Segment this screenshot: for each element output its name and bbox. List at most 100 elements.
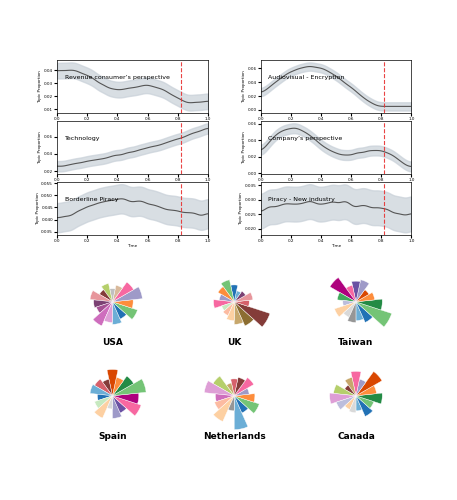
Wedge shape: [97, 394, 112, 400]
Text: Spain: Spain: [98, 432, 127, 440]
X-axis label: Time: Time: [331, 184, 341, 188]
Wedge shape: [100, 290, 112, 302]
Wedge shape: [204, 381, 234, 396]
Text: Taiwan: Taiwan: [338, 338, 374, 346]
Wedge shape: [356, 396, 362, 411]
Wedge shape: [356, 386, 377, 396]
Wedge shape: [95, 396, 112, 408]
Wedge shape: [231, 379, 238, 396]
Wedge shape: [234, 302, 244, 324]
Wedge shape: [356, 379, 366, 396]
Wedge shape: [234, 291, 241, 302]
Text: USA: USA: [102, 338, 123, 346]
Wedge shape: [213, 396, 234, 421]
Wedge shape: [234, 292, 253, 302]
Wedge shape: [329, 393, 356, 404]
Wedge shape: [215, 394, 234, 402]
Wedge shape: [356, 299, 382, 310]
Wedge shape: [221, 280, 234, 302]
Wedge shape: [94, 396, 112, 418]
Wedge shape: [234, 394, 255, 402]
Wedge shape: [95, 379, 112, 396]
Wedge shape: [112, 378, 123, 396]
Wedge shape: [90, 384, 112, 396]
Wedge shape: [356, 302, 364, 320]
Wedge shape: [231, 285, 238, 302]
Wedge shape: [112, 376, 133, 396]
Text: Revenue consumer’s perspective: Revenue consumer’s perspective: [64, 75, 170, 80]
Wedge shape: [356, 280, 369, 302]
Wedge shape: [234, 388, 249, 396]
Wedge shape: [112, 302, 138, 320]
Wedge shape: [345, 396, 356, 409]
Text: Netherlands: Netherlands: [203, 432, 266, 440]
X-axis label: Time: Time: [128, 184, 138, 188]
Wedge shape: [345, 378, 356, 396]
Wedge shape: [112, 396, 141, 416]
X-axis label: Time: Time: [128, 244, 138, 248]
Wedge shape: [227, 302, 234, 320]
Wedge shape: [112, 287, 143, 302]
Wedge shape: [334, 384, 356, 396]
Text: Technology: Technology: [64, 136, 100, 140]
Wedge shape: [351, 372, 361, 396]
Wedge shape: [356, 302, 392, 327]
Wedge shape: [90, 290, 112, 302]
Y-axis label: Topic Proportion: Topic Proportion: [242, 131, 246, 164]
Y-axis label: Topic Proportion: Topic Proportion: [36, 192, 40, 224]
Wedge shape: [356, 372, 382, 396]
Wedge shape: [93, 302, 112, 326]
Wedge shape: [234, 378, 254, 396]
X-axis label: Time: Time: [128, 122, 138, 126]
Wedge shape: [112, 396, 122, 418]
Wedge shape: [234, 396, 248, 430]
Text: Company’s perspective: Company’s perspective: [268, 136, 342, 140]
Wedge shape: [346, 286, 356, 302]
Wedge shape: [348, 302, 356, 322]
Wedge shape: [234, 302, 270, 327]
Wedge shape: [219, 294, 234, 302]
Wedge shape: [228, 396, 234, 411]
Text: UK: UK: [227, 338, 241, 346]
Wedge shape: [112, 396, 127, 413]
Y-axis label: Topic Proportion: Topic Proportion: [38, 131, 43, 164]
Wedge shape: [356, 292, 375, 302]
Wedge shape: [112, 302, 122, 324]
Wedge shape: [343, 302, 356, 318]
Wedge shape: [218, 286, 234, 302]
Wedge shape: [112, 282, 133, 302]
Wedge shape: [112, 286, 122, 302]
Wedge shape: [101, 284, 112, 302]
Wedge shape: [112, 300, 133, 308]
Wedge shape: [227, 383, 234, 396]
Wedge shape: [337, 292, 356, 302]
Wedge shape: [336, 396, 356, 409]
Wedge shape: [222, 302, 234, 310]
Wedge shape: [234, 396, 248, 413]
Wedge shape: [112, 302, 127, 319]
Wedge shape: [94, 300, 112, 308]
Wedge shape: [234, 300, 249, 306]
Wedge shape: [356, 396, 373, 416]
Wedge shape: [112, 393, 139, 404]
Wedge shape: [234, 396, 259, 413]
Wedge shape: [234, 302, 254, 326]
Wedge shape: [345, 385, 356, 396]
Wedge shape: [104, 302, 112, 322]
Wedge shape: [102, 379, 112, 396]
Text: Borderline Piracy: Borderline Piracy: [64, 196, 118, 202]
Wedge shape: [110, 288, 115, 302]
Wedge shape: [234, 378, 245, 396]
Text: Canada: Canada: [337, 432, 375, 440]
Wedge shape: [330, 278, 356, 302]
Wedge shape: [213, 300, 234, 308]
Wedge shape: [356, 393, 382, 404]
Wedge shape: [213, 376, 234, 396]
Wedge shape: [112, 379, 146, 396]
Wedge shape: [356, 290, 369, 302]
Text: Audiovisual - Encryption: Audiovisual - Encryption: [268, 75, 345, 80]
Wedge shape: [356, 396, 374, 408]
Wedge shape: [214, 396, 234, 409]
Wedge shape: [107, 370, 118, 396]
Y-axis label: Topic Proportion: Topic Proportion: [242, 70, 246, 103]
